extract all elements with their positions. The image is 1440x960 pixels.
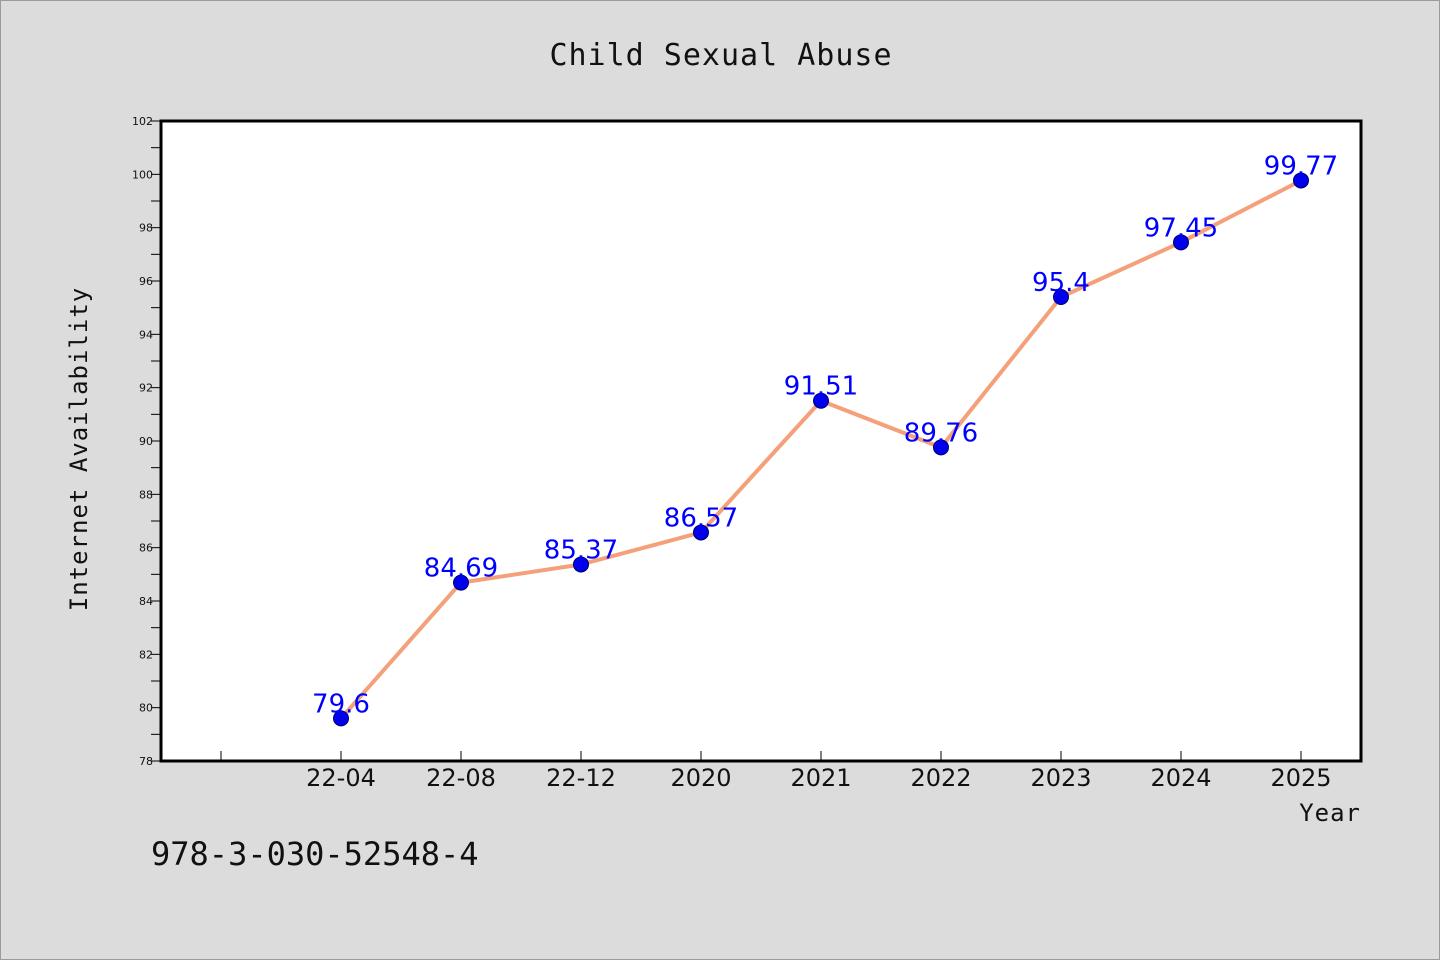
x-tick-label: 2025 (1270, 764, 1331, 792)
x-axis-label: Year (1299, 799, 1361, 827)
y-tick-label: 102 (132, 115, 153, 128)
y-tick-label: 92 (139, 382, 153, 395)
data-point (693, 524, 709, 541)
x-tick-label: 22-12 (546, 764, 616, 792)
y-tick-label: 86 (139, 542, 153, 555)
data-label: 84.69 (424, 554, 498, 584)
y-tick-label: 96 (139, 275, 153, 288)
y-tick-label: 94 (139, 328, 153, 341)
data-point (1293, 172, 1309, 189)
y-tick-label: 88 (139, 488, 153, 501)
data-labels: 79.6 84.69 85.37 86.57 91.51 89.76 95.4 97.45 99… (312, 151, 1338, 719)
y-tick-label: 82 (139, 648, 153, 661)
data-label: 79.6 (312, 689, 370, 719)
y-tick-label: 80 (139, 702, 153, 715)
chart-title: Child Sexual Abuse (549, 38, 892, 73)
y-tick-label: 78 (139, 755, 153, 768)
y-tick-label: 84 (139, 595, 153, 608)
data-label: 95.4 (1032, 268, 1090, 298)
x-tick-label: 22-08 (426, 764, 496, 792)
data-point (813, 392, 829, 409)
x-tick-label: 2021 (790, 764, 851, 792)
x-tick-label: 22-04 (306, 764, 376, 792)
y-tick-label: 90 (139, 435, 153, 448)
data-label: 91.51 (784, 372, 858, 402)
data-label: 89.76 (904, 418, 978, 448)
data-label: 86.57 (664, 503, 738, 533)
data-point (1173, 234, 1189, 251)
x-tick-label: 2022 (910, 764, 971, 792)
y-axis: 78 80 82 84 86 88 90 92 94 96 98 100 102 (132, 115, 161, 768)
y-tick-label: 98 (139, 222, 153, 235)
y-axis-label: Internet Availability (65, 287, 93, 611)
x-tick-label: 2024 (1150, 764, 1211, 792)
data-point (333, 710, 349, 727)
x-tick-label: 2020 (670, 764, 731, 792)
data-label: 97.45 (1144, 213, 1218, 243)
data-label: 99.77 (1264, 151, 1338, 181)
plot-area (159, 119, 1363, 763)
x-axis: 22-04 22-08 22-12 2020 2021 2022 2023 2024 2025 (220, 751, 1332, 792)
data-markers (333, 172, 1309, 727)
data-point (1053, 289, 1069, 305)
y-tick-label: 100 (132, 168, 153, 181)
x-tick-label: 2023 (1030, 764, 1091, 792)
data-point (453, 574, 469, 591)
footer-isbn: 978-3-030-52548-4 (151, 835, 479, 873)
data-point (573, 556, 589, 573)
data-point (933, 439, 949, 456)
data-label: 85.37 (544, 535, 618, 565)
